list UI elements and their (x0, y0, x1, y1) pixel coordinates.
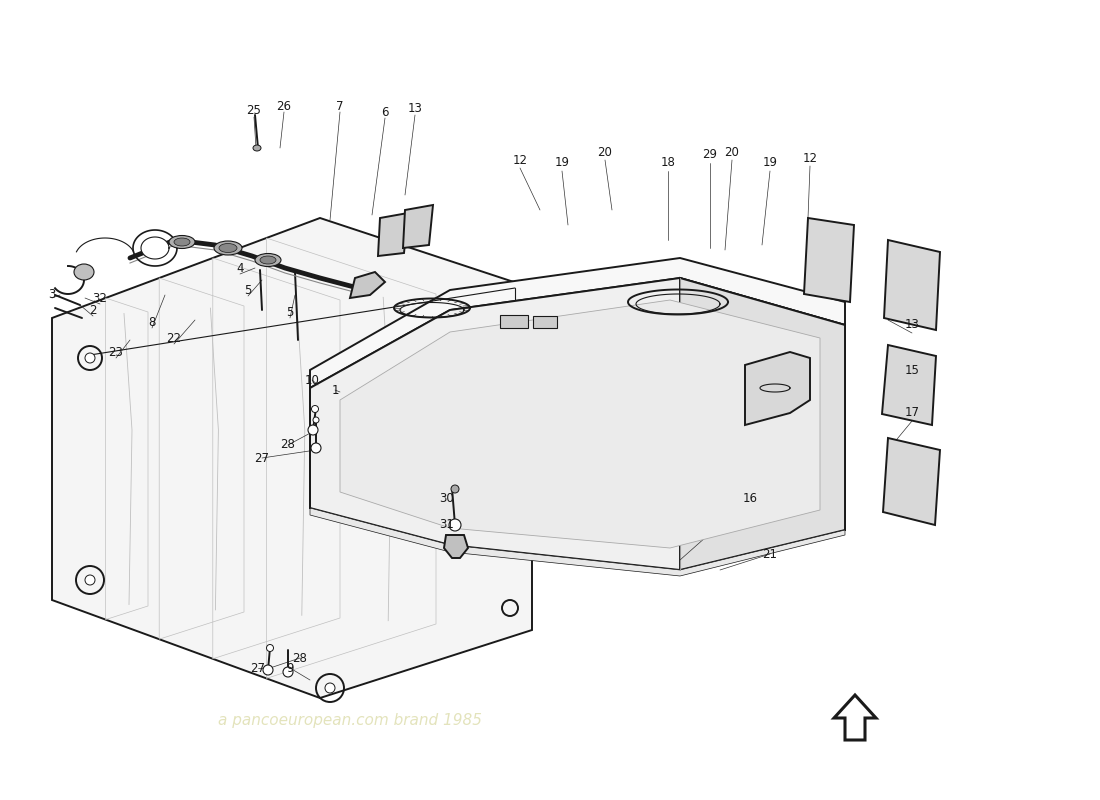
Circle shape (283, 667, 293, 677)
Circle shape (449, 519, 461, 531)
Text: 8: 8 (148, 315, 156, 329)
Polygon shape (310, 278, 845, 570)
Text: 26: 26 (276, 99, 292, 113)
Ellipse shape (255, 254, 280, 266)
Text: 20: 20 (597, 146, 613, 158)
Text: 25: 25 (246, 103, 262, 117)
Ellipse shape (174, 238, 190, 246)
Text: 1: 1 (331, 383, 339, 397)
Polygon shape (350, 272, 385, 298)
Text: 18: 18 (661, 157, 675, 170)
Text: 3: 3 (48, 289, 56, 302)
Circle shape (451, 485, 459, 493)
Circle shape (324, 683, 336, 693)
Polygon shape (804, 218, 854, 302)
Polygon shape (745, 352, 810, 425)
Text: 15: 15 (904, 363, 920, 377)
Polygon shape (378, 213, 408, 256)
Text: 2: 2 (89, 303, 97, 317)
Text: 17: 17 (904, 406, 920, 419)
Polygon shape (884, 240, 940, 330)
Circle shape (266, 645, 274, 651)
Circle shape (85, 353, 95, 363)
Polygon shape (444, 535, 468, 558)
Text: 16: 16 (742, 491, 758, 505)
Text: 27: 27 (251, 662, 265, 674)
Polygon shape (883, 438, 940, 525)
Ellipse shape (260, 256, 276, 264)
Text: 28: 28 (293, 651, 307, 665)
Circle shape (308, 425, 318, 435)
Text: 21: 21 (762, 547, 778, 561)
Ellipse shape (169, 235, 195, 249)
Circle shape (311, 443, 321, 453)
Text: 20: 20 (725, 146, 739, 158)
Bar (500, 315, 528, 328)
Ellipse shape (74, 264, 94, 280)
Text: 12: 12 (513, 154, 528, 166)
Polygon shape (340, 300, 820, 548)
Polygon shape (52, 218, 532, 698)
Text: 7: 7 (337, 99, 343, 113)
Text: 4: 4 (236, 262, 244, 274)
Text: 19: 19 (554, 157, 570, 170)
Text: 5: 5 (286, 306, 294, 318)
Text: 23: 23 (109, 346, 123, 358)
Text: 29: 29 (703, 149, 717, 162)
Text: 22: 22 (166, 331, 182, 345)
Polygon shape (403, 205, 433, 248)
Text: 27: 27 (254, 451, 270, 465)
Ellipse shape (253, 145, 261, 151)
Polygon shape (310, 508, 845, 576)
Circle shape (85, 575, 95, 585)
Text: 32: 32 (92, 291, 108, 305)
Circle shape (311, 406, 319, 413)
Text: 19: 19 (762, 157, 778, 170)
Text: 6: 6 (382, 106, 388, 118)
Bar (534, 316, 557, 328)
Polygon shape (310, 258, 845, 388)
Polygon shape (882, 345, 936, 425)
Text: 13: 13 (904, 318, 920, 331)
Text: 13: 13 (408, 102, 422, 114)
Text: 10: 10 (305, 374, 319, 386)
Text: 5: 5 (244, 283, 252, 297)
Text: 12: 12 (803, 151, 817, 165)
Ellipse shape (219, 243, 236, 253)
Circle shape (314, 417, 319, 423)
Text: 28: 28 (280, 438, 296, 451)
Text: a pancoeuropean.com brand 1985: a pancoeuropean.com brand 1985 (218, 713, 482, 727)
Text: eurocarparts: eurocarparts (55, 403, 764, 497)
Text: 31: 31 (440, 518, 454, 531)
Text: 30: 30 (440, 491, 454, 505)
Polygon shape (834, 695, 876, 740)
Ellipse shape (141, 237, 169, 259)
Polygon shape (680, 278, 845, 570)
Text: 9: 9 (286, 662, 294, 674)
Ellipse shape (214, 241, 242, 255)
Circle shape (263, 665, 273, 675)
